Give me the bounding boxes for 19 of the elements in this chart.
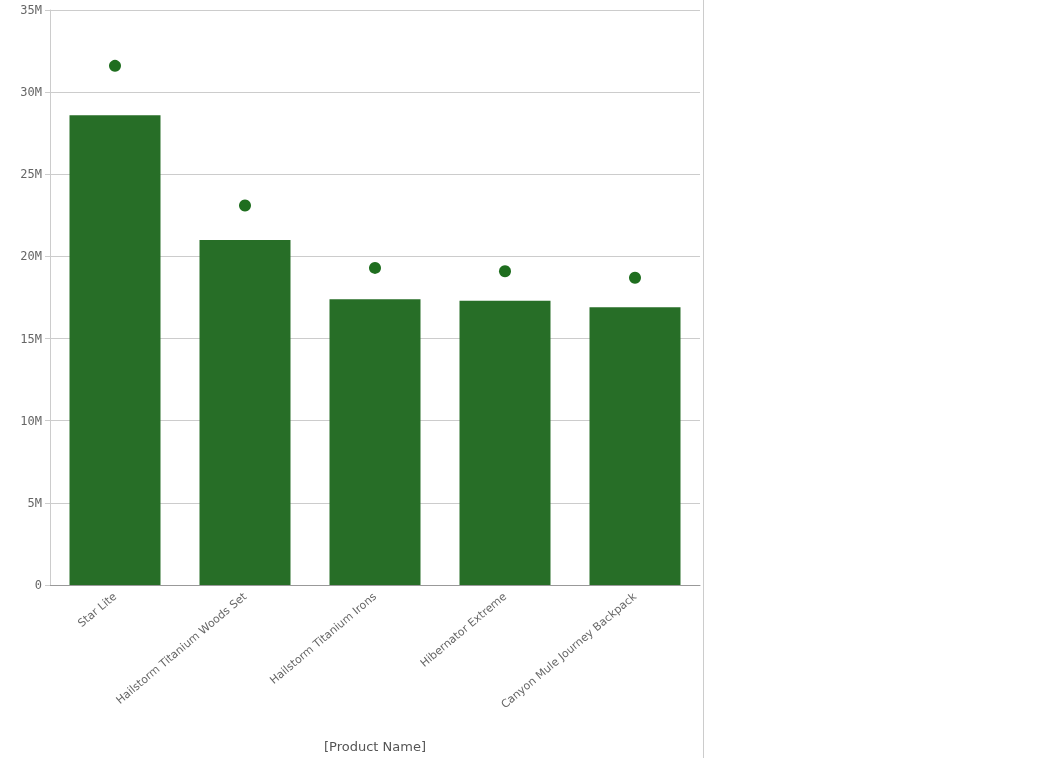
point — [629, 271, 641, 284]
point — [499, 265, 511, 278]
y-tick-label: 35M — [20, 3, 42, 17]
bar — [459, 300, 551, 585]
y-tick-label: 5M — [27, 495, 42, 510]
point — [109, 59, 121, 72]
bar — [589, 307, 681, 585]
y-tick-label: 20M — [20, 249, 42, 264]
bar — [199, 240, 291, 585]
y-tick-label: 10M — [20, 413, 42, 428]
point — [369, 261, 381, 274]
bar — [329, 299, 421, 585]
y-tick-label: 25M — [20, 167, 42, 182]
y-tick-label: 30M — [20, 85, 42, 100]
bar — [69, 115, 161, 585]
x-axis-title: [Product Name] — [324, 739, 426, 754]
point — [239, 199, 251, 212]
y-tick-label: 0 — [34, 578, 42, 592]
y-tick-label: 15M — [20, 331, 42, 346]
